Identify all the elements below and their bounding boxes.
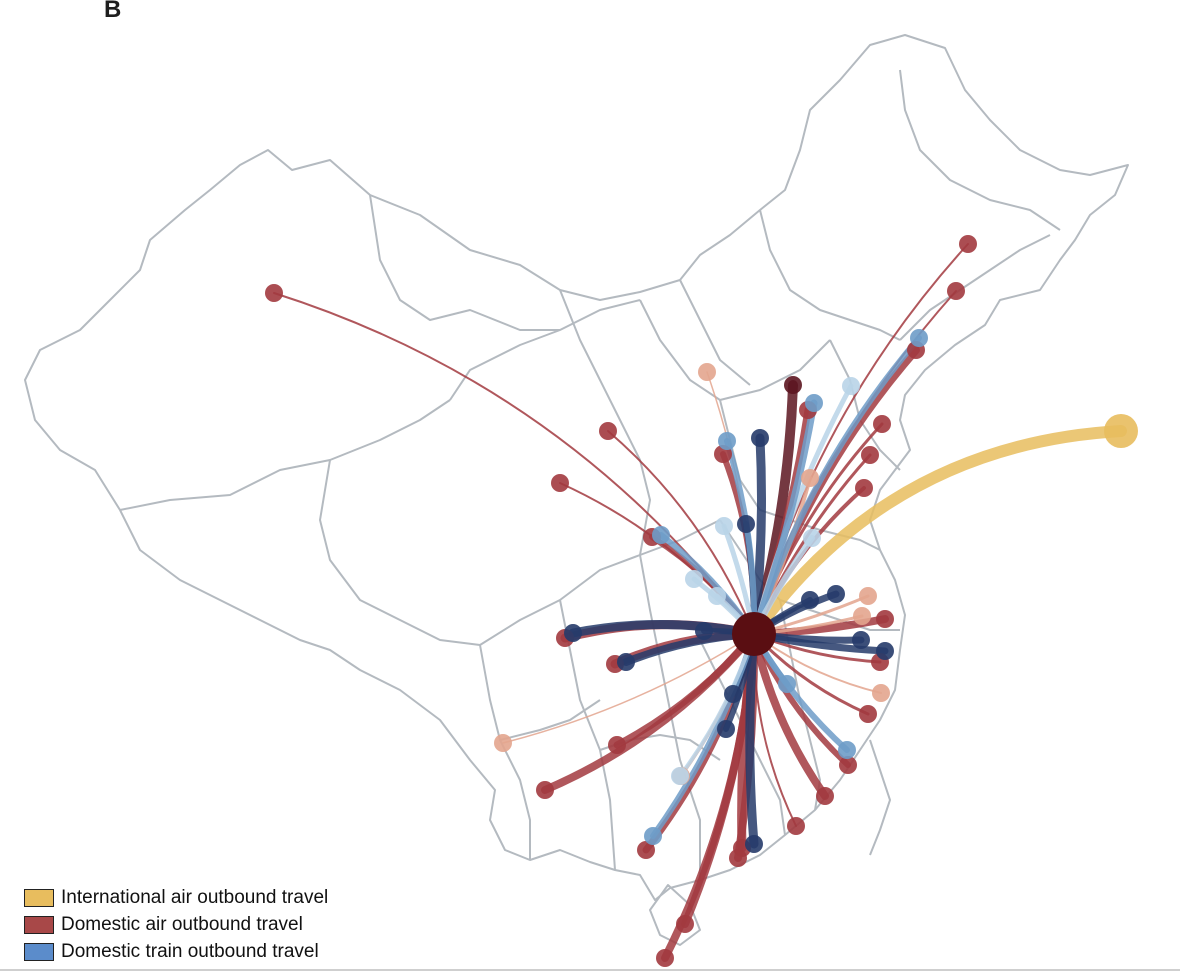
province-border (899, 234, 1051, 341)
destination-marker (873, 415, 891, 433)
destination-marker (617, 653, 635, 671)
destination-marker (852, 631, 870, 649)
destination-marker (959, 235, 977, 253)
legend-item-domestic-air: Domestic air outbound travel (24, 911, 328, 938)
destination-marker (853, 607, 871, 625)
destination-marker (695, 622, 713, 640)
destination-marker (724, 685, 742, 703)
destination-markers (265, 235, 1138, 967)
destination-marker (676, 915, 694, 933)
air-route (607, 430, 755, 635)
destination-marker (778, 675, 796, 693)
legend-item-domestic-train: Domestic train outbound travel (24, 938, 328, 965)
destination-marker (816, 787, 834, 805)
destination-marker (715, 517, 733, 535)
destination-marker (787, 817, 805, 835)
country-outline (24, 34, 1129, 901)
destination-marker (608, 736, 626, 754)
legend-swatch-domestic-train (24, 942, 54, 961)
international-air-route (748, 425, 1127, 640)
destination-marker (494, 734, 512, 752)
destination-marker (801, 469, 819, 487)
legend-label-domestic-train: Domestic train outbound travel (61, 940, 319, 962)
destination-marker (859, 587, 877, 605)
destination-marker (801, 591, 819, 609)
destination-marker (671, 767, 689, 785)
destination-marker (910, 329, 928, 347)
province-border (499, 699, 601, 741)
destination-marker (737, 515, 755, 533)
legend-label-international-air: International air outbound travel (61, 886, 329, 908)
train-route (750, 399, 818, 638)
destination-marker (784, 376, 802, 394)
air-route (541, 630, 758, 794)
train-route (745, 629, 759, 849)
province-border (449, 299, 641, 401)
legend: International air outbound travel Domest… (24, 884, 328, 965)
legend-label-domestic-air: Domestic air outbound travel (61, 913, 303, 935)
province-border (899, 69, 1061, 231)
destination-marker (652, 526, 670, 544)
air-route (559, 482, 755, 635)
destination-marker (876, 642, 894, 660)
destination-marker (839, 756, 857, 774)
destination-marker (838, 741, 856, 759)
legend-swatch-domestic-air (24, 915, 54, 934)
destination-marker (637, 841, 655, 859)
province-border (679, 279, 751, 386)
destination-marker (947, 282, 965, 300)
province-border (559, 289, 651, 556)
destination-marker (827, 585, 845, 603)
destination-marker (842, 377, 860, 395)
destination-marker (599, 422, 617, 440)
destination-marker (872, 684, 890, 702)
province-border (479, 644, 531, 860)
destination-marker (536, 781, 554, 799)
destination-marker (708, 587, 726, 605)
province-border (479, 519, 721, 646)
destination-marker (551, 474, 569, 492)
destination-marker (564, 624, 582, 642)
destination-marker (876, 610, 894, 628)
destination-marker (685, 570, 703, 588)
legend-item-international-air: International air outbound travel (24, 884, 328, 911)
destination-marker (861, 446, 879, 464)
panel-label: B (104, 0, 122, 23)
province-border (759, 209, 901, 341)
air-route (502, 633, 755, 744)
destination-marker (717, 720, 735, 738)
province-border (369, 194, 560, 331)
province-border (119, 399, 451, 511)
province-border (319, 459, 481, 646)
bottom-rule (0, 969, 1180, 971)
destination-marker (1104, 414, 1138, 448)
destination-marker (745, 835, 763, 853)
destination-marker (265, 284, 283, 302)
destination-marker (656, 949, 674, 967)
province-border (869, 739, 891, 856)
destination-marker (859, 705, 877, 723)
destination-marker (644, 827, 662, 845)
train-route (724, 438, 758, 637)
destination-marker (729, 849, 747, 867)
destination-marker (698, 363, 716, 381)
destination-marker (751, 429, 769, 447)
destination-marker (805, 394, 823, 412)
route-lines (273, 243, 1127, 962)
destination-marker (803, 529, 821, 547)
destination-marker (855, 479, 873, 497)
legend-swatch-international-air (24, 888, 54, 907)
destination-marker (718, 432, 736, 450)
origin-hub-marker (732, 612, 776, 656)
